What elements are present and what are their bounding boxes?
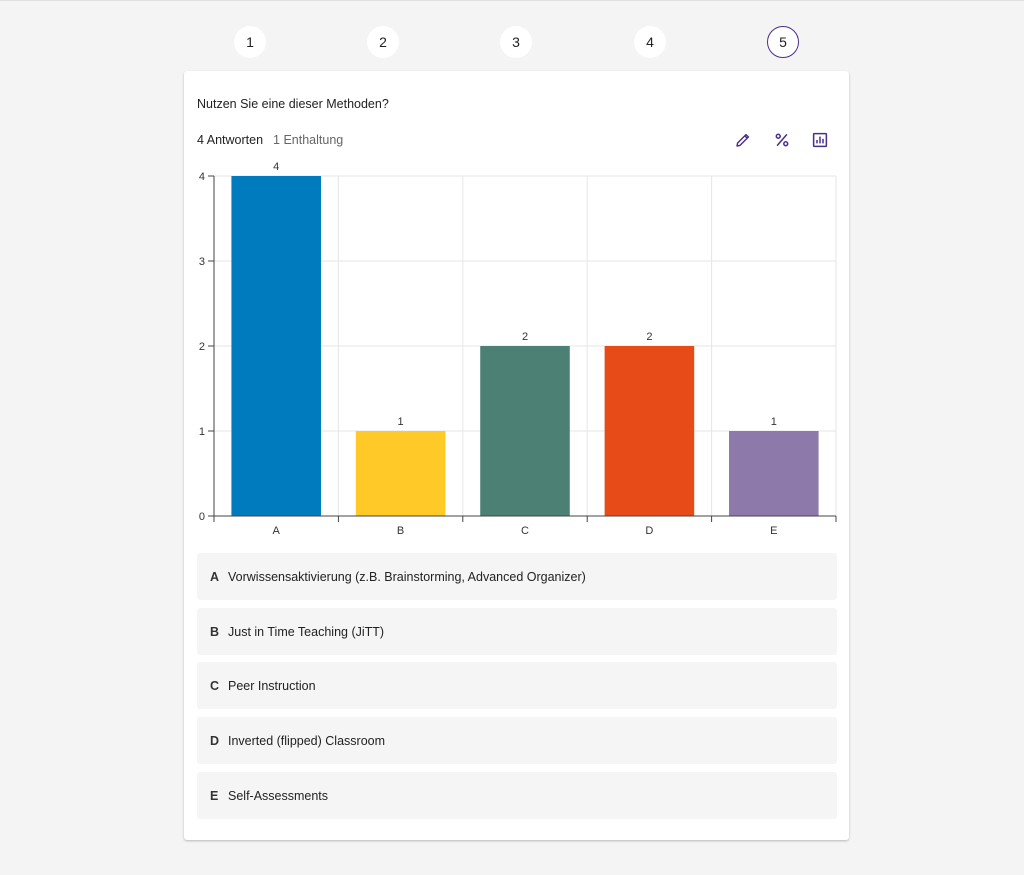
y-tick-label: 3 [199,256,205,268]
bar-value-label: 1 [771,416,777,428]
x-tick-label: A [273,525,281,537]
bar-chart: 0 1 2 3 4 4 1 2 2 1 A B C D E [199,161,837,537]
legend-text: Vorwissensaktivierung (z.B. Brainstormin… [228,569,586,584]
response-stats: 4 Antworten 1 Enthaltung [197,133,343,147]
x-tick-label: D [645,525,653,537]
chart-type-button[interactable] [809,129,831,151]
x-tick-label: B [397,525,404,537]
bar-c [480,346,570,516]
step-4[interactable]: 4 [634,26,666,58]
bar-a [231,176,321,516]
bar-e [729,431,819,516]
bar-value-label: 2 [646,331,652,343]
legend-letter: B [210,624,220,639]
result-card: Nutzen Sie eine dieser Methoden? 4 Antwo… [184,71,849,840]
pencil-icon [736,133,750,147]
x-tick-label: C [521,525,529,537]
question-text: Nutzen Sie eine dieser Methoden? [197,97,389,111]
legend-text: Inverted (flipped) Classroom [228,733,386,748]
answers-count-text: 4 Antworten [197,133,263,147]
legend-letter: A [210,569,220,584]
legend-item-c[interactable]: C Peer Instruction [197,662,837,709]
bar-b [355,431,446,516]
question-stepper: 1 2 3 4 5 [0,0,1024,70]
percent-button[interactable] [771,129,793,151]
x-tick-label: E [770,525,777,537]
edit-button[interactable] [732,129,754,151]
legend-letter: D [210,733,220,748]
bar-value-label: 4 [273,161,279,173]
y-tick-label: 1 [199,426,205,438]
legend-letter: E [210,788,219,803]
legend-item-e[interactable]: E Self-Assessments [197,772,837,819]
legend-item-b[interactable]: B Just in Time Teaching (JiTT) [197,608,837,655]
top-divider [0,0,1024,1]
y-tick-label: 2 [199,341,205,353]
abstention-text: 1 Enthaltung [273,133,344,147]
bar-value-label: 2 [522,331,528,343]
legend-text: Just in Time Teaching (JiTT) [228,624,385,639]
legend-text: Peer Instruction [228,678,316,693]
legend-letter: C [210,678,220,693]
legend-item-d[interactable]: D Inverted (flipped) Classroom [197,717,837,764]
step-5-active[interactable]: 5 [767,26,799,58]
bar-d [604,346,695,516]
step-1[interactable]: 1 [234,26,266,58]
step-3[interactable]: 3 [500,26,532,58]
answers-count: 4 [197,133,204,147]
bar-chart-icon [812,132,828,148]
bar-value-label: 1 [398,416,404,428]
y-tick-label: 4 [199,171,205,183]
step-2[interactable]: 2 [367,26,399,58]
legend-item-a[interactable]: A Vorwissensaktivierung (z.B. Brainstorm… [197,553,837,600]
percent-icon [775,133,789,147]
legend-text: Self-Assessments [228,788,329,803]
y-tick-label: 0 [199,511,205,523]
answers-label: Antworten [206,133,264,147]
